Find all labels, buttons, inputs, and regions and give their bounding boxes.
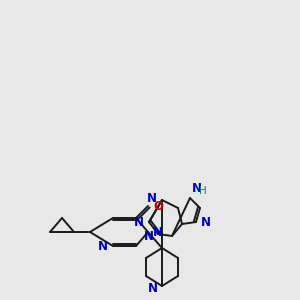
- Text: H: H: [199, 186, 207, 196]
- Text: N: N: [147, 193, 157, 206]
- Text: O: O: [153, 200, 163, 212]
- Text: N: N: [201, 215, 211, 229]
- Text: N: N: [192, 182, 202, 195]
- Text: N: N: [153, 226, 163, 238]
- Text: N: N: [148, 283, 158, 296]
- Text: N: N: [134, 215, 144, 229]
- Text: N: N: [144, 230, 154, 242]
- Text: N: N: [98, 241, 108, 254]
